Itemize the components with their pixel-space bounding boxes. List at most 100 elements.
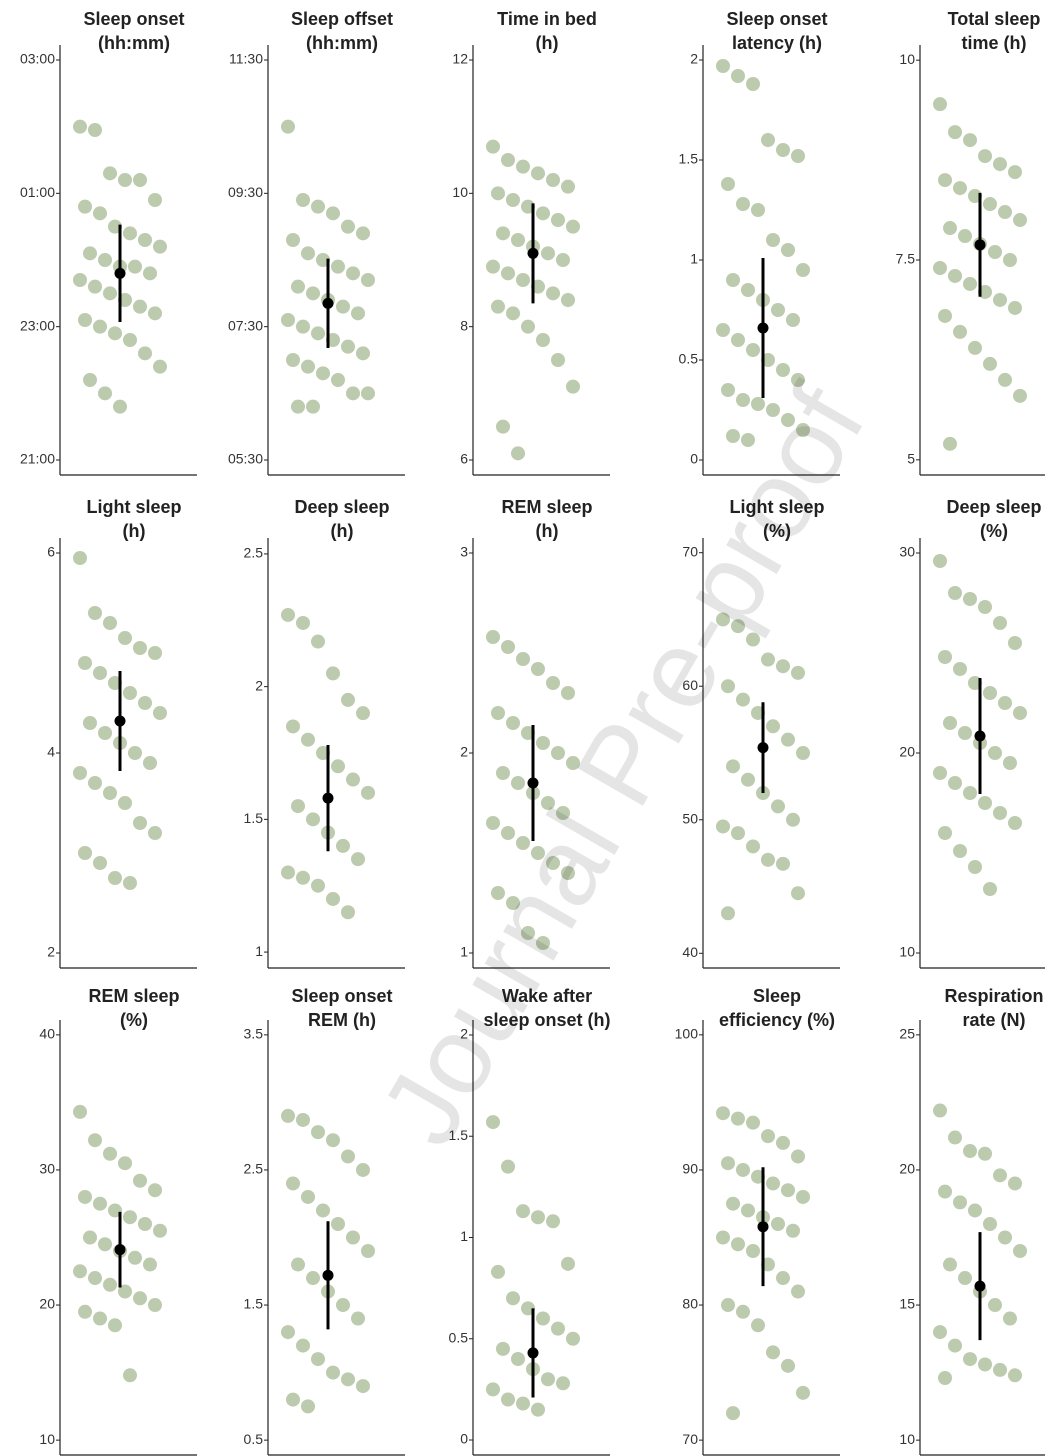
data-point — [153, 706, 167, 720]
data-point — [796, 1385, 810, 1400]
data-point — [551, 1321, 565, 1336]
data-point — [721, 177, 735, 191]
data-point — [736, 197, 750, 211]
data-point — [561, 293, 575, 307]
data-point — [993, 1362, 1007, 1377]
data-point — [501, 266, 515, 281]
data-point — [118, 173, 132, 187]
data-point — [731, 333, 745, 347]
data-point — [98, 1237, 112, 1252]
panel-title: Deep sleep — [294, 497, 389, 517]
data-point — [531, 846, 545, 860]
data-point — [153, 1223, 167, 1238]
data-point — [336, 1298, 350, 1313]
y-tick-label: 20 — [899, 744, 915, 760]
data-point — [306, 1271, 320, 1286]
panel-title: (hh:mm) — [306, 33, 378, 53]
data-point — [123, 226, 137, 241]
data-point — [781, 1358, 795, 1373]
data-point — [326, 666, 340, 681]
data-point — [496, 1341, 510, 1356]
data-point — [948, 776, 962, 790]
data-point — [556, 806, 570, 820]
data-point — [1008, 1368, 1022, 1383]
data-point — [506, 1291, 520, 1306]
data-point — [938, 173, 952, 188]
data-point — [983, 1216, 997, 1231]
data-point — [731, 619, 745, 634]
panel-title: Sleep onset — [83, 9, 184, 29]
data-point — [938, 1370, 952, 1385]
data-point — [968, 340, 982, 355]
y-tick-label: 50 — [682, 810, 698, 826]
data-point — [1008, 165, 1022, 180]
data-point — [326, 1365, 340, 1380]
data-point — [281, 119, 295, 134]
data-point — [958, 1271, 972, 1286]
data-point — [73, 119, 87, 134]
data-point — [781, 1183, 795, 1198]
data-point — [541, 246, 555, 261]
data-point — [316, 366, 330, 381]
data-point — [311, 1125, 325, 1140]
data-point — [361, 386, 375, 401]
data-point — [138, 233, 152, 247]
data-point — [73, 1264, 87, 1279]
data-point — [943, 716, 957, 730]
panel-title: Sleep offset — [291, 9, 393, 29]
data-point — [133, 816, 147, 830]
panel-title: Light sleep — [729, 497, 824, 517]
data-point — [746, 632, 760, 647]
data-point — [751, 1318, 765, 1333]
data-point — [286, 1176, 300, 1191]
data-point — [148, 1183, 162, 1198]
y-tick-label: 100 — [675, 1026, 699, 1042]
data-point — [988, 746, 1002, 760]
data-point — [746, 1244, 760, 1259]
data-point — [88, 606, 102, 620]
data-point — [716, 1106, 730, 1121]
data-point — [953, 1195, 967, 1210]
data-point — [138, 696, 152, 710]
data-point — [726, 1196, 740, 1211]
data-point — [546, 173, 560, 187]
data-point — [506, 896, 520, 910]
data-point — [511, 776, 525, 790]
data-point — [128, 1250, 142, 1265]
data-point — [356, 1162, 370, 1177]
mean-point — [322, 1269, 334, 1281]
data-point — [716, 612, 730, 627]
data-point — [511, 1352, 525, 1367]
data-point — [983, 356, 997, 371]
y-tick-label: 7.5 — [896, 251, 916, 267]
y-tick-label: 3.5 — [244, 1026, 264, 1042]
data-point — [506, 716, 520, 730]
data-point — [731, 1237, 745, 1252]
y-tick-label: 2.5 — [244, 545, 264, 561]
data-point — [516, 273, 530, 287]
data-point — [968, 1203, 982, 1218]
data-point — [501, 153, 515, 167]
data-point — [746, 839, 760, 854]
data-point — [316, 1203, 330, 1218]
data-point — [791, 1149, 805, 1164]
data-point — [88, 776, 102, 790]
y-tick-label: 03:00 — [20, 51, 55, 67]
data-point — [296, 615, 310, 630]
y-tick-label: 90 — [682, 1161, 698, 1177]
data-point — [73, 1104, 87, 1119]
data-point — [148, 193, 162, 207]
data-point — [551, 213, 565, 227]
data-point — [486, 139, 500, 154]
data-point — [948, 125, 962, 140]
data-point — [516, 836, 530, 850]
data-point — [993, 292, 1007, 307]
y-tick-label: 3 — [460, 544, 468, 560]
data-point — [148, 306, 162, 321]
y-tick-label: 2 — [460, 744, 468, 760]
data-point — [78, 199, 92, 214]
data-point — [356, 346, 370, 361]
data-point — [761, 133, 775, 147]
y-tick-label: 07:30 — [228, 317, 263, 333]
